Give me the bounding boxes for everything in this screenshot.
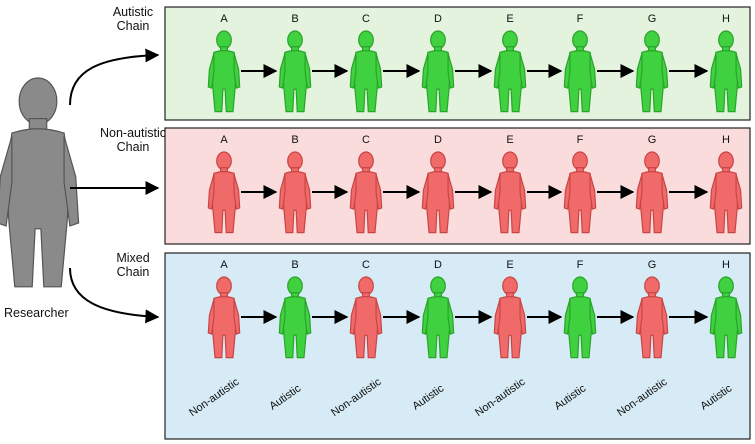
chain-label-line: Mixed	[116, 251, 149, 265]
researcher-arrows	[69, 48, 160, 324]
participant-letter: F	[577, 13, 584, 25]
person-icon	[278, 30, 312, 113]
person-icon	[278, 276, 312, 359]
participant-letter: D	[434, 134, 442, 146]
participant-letter: A	[220, 134, 228, 146]
participant-letter: G	[648, 134, 657, 146]
chain-label-line: Chain	[117, 140, 150, 154]
researcher: Researcher	[0, 77, 80, 320]
participant-letter: B	[291, 259, 298, 271]
participant-letter: E	[506, 259, 513, 271]
researcher-icon	[0, 77, 80, 288]
person-icon	[207, 151, 241, 234]
participant-letter: F	[577, 259, 584, 271]
participant-letter: H	[722, 13, 730, 25]
participant-letter: B	[291, 13, 298, 25]
researcher-icon	[0, 77, 80, 288]
person-icon	[349, 151, 383, 234]
participant-letter: C	[362, 134, 370, 146]
arrow-icon	[69, 48, 160, 106]
person-icon	[493, 276, 527, 359]
person-icon	[207, 30, 241, 113]
chain-label-line: Autistic	[113, 5, 153, 19]
person-icon	[635, 30, 669, 113]
person-icon	[709, 151, 743, 234]
chain-label-line: Chain	[117, 265, 150, 279]
chain-label-line: Chain	[117, 19, 150, 33]
participant-letter: H	[722, 259, 730, 271]
person-icon	[493, 30, 527, 113]
participant-letter: D	[434, 13, 442, 25]
person-icon	[635, 276, 669, 359]
participant-letter: E	[506, 134, 513, 146]
participant-letter: C	[362, 259, 370, 271]
person-icon	[563, 276, 597, 359]
person-icon	[709, 276, 743, 359]
person-icon	[421, 30, 455, 113]
person-icon	[421, 151, 455, 234]
researcher-label: Researcher	[4, 306, 69, 320]
participant-letter: G	[648, 13, 657, 25]
person-icon	[421, 276, 455, 359]
participant-letter: A	[220, 259, 228, 271]
person-icon	[635, 151, 669, 234]
person-icon	[207, 276, 241, 359]
participant-letter: H	[722, 134, 730, 146]
participant-letter: F	[577, 134, 584, 146]
person-icon	[563, 151, 597, 234]
participant-letter: G	[648, 259, 657, 271]
chain-label-line: Non-autistic	[100, 126, 166, 140]
participant-letter: D	[434, 259, 442, 271]
arrow-icon	[69, 267, 160, 324]
person-icon	[278, 151, 312, 234]
person-icon	[563, 30, 597, 113]
participant-letter: E	[506, 13, 513, 25]
person-icon	[709, 30, 743, 113]
person-icon	[349, 30, 383, 113]
participant-letter: A	[220, 13, 228, 25]
participant-letter: B	[291, 134, 298, 146]
person-icon	[349, 276, 383, 359]
person-icon	[493, 151, 527, 234]
participant-letter: C	[362, 13, 370, 25]
